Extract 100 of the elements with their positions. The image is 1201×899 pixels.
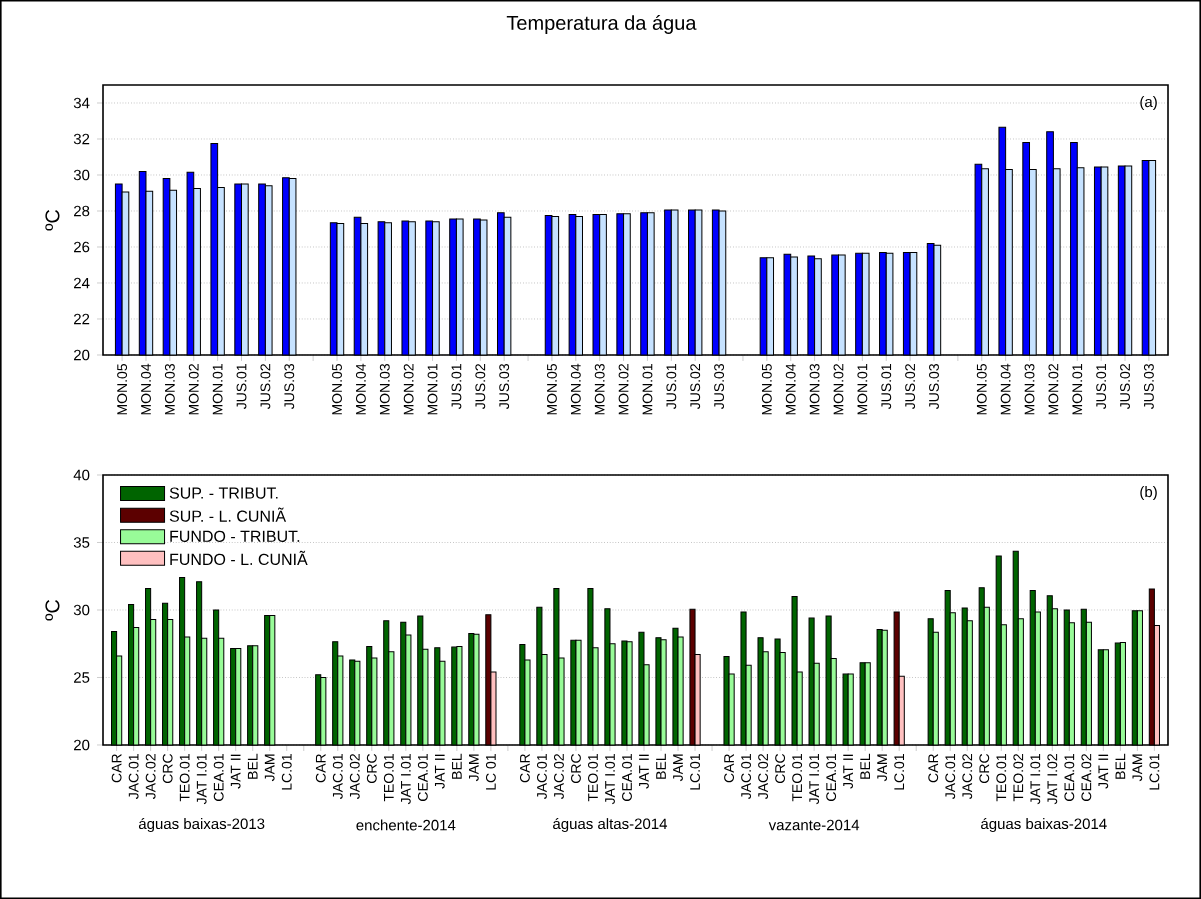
x-tick-label: TEO.01: [792, 754, 803, 802]
x-tick-label: JAT I.01: [605, 754, 615, 805]
x-tick-label: JAC.01: [332, 754, 343, 800]
x-tick-label: JAC.02: [349, 754, 360, 800]
x-tick-label: CEA.01: [826, 754, 837, 801]
x-tick-label: JUS.02: [475, 364, 486, 410]
text: águas baixas-2014: [981, 817, 1107, 833]
x-tick-label: CRC: [979, 753, 990, 783]
x-tick-label: JUS.02: [690, 364, 701, 410]
x-tick-label: LC.01: [690, 754, 700, 790]
x-tick-label: JAC.01: [945, 754, 956, 800]
x-tick-label: JUS.01: [1096, 364, 1107, 410]
x-tick-label: MON.05: [546, 363, 557, 415]
y-tick-label: 40: [73, 469, 90, 481]
x-tick-label: JUS.01: [666, 364, 677, 410]
x-tick-label: JAT I.02: [1047, 754, 1058, 805]
x-tick-label: MON.03: [379, 364, 390, 415]
text: águas baixas-2013: [138, 817, 265, 833]
x-tick-label: LC.01: [281, 754, 292, 790]
x-tick-label: JAT I.01: [809, 754, 820, 805]
x-tick-label: JAM: [469, 754, 479, 782]
legend-label: SUP. - L. CUNIÃ: [169, 507, 287, 522]
y-tick-label: 30: [73, 169, 90, 181]
x-tick-label: TEO.01: [179, 754, 190, 802]
x-tick-label: CEA.01: [622, 754, 632, 801]
x-tick-label: MON.02: [403, 364, 414, 415]
x-tick-label: JAT II: [1098, 754, 1109, 789]
x-tick-label: MON.04: [355, 363, 366, 415]
x-tick-label: MON.02: [1048, 364, 1059, 415]
x-tick-label: MON.05: [332, 363, 342, 415]
x-tick-label: MON.01: [642, 364, 653, 415]
legend-label: FUNDO - TRIBUT.: [170, 530, 300, 542]
annotation: (a): [1140, 96, 1157, 111]
x-tick-label: CRC: [162, 753, 173, 783]
x-tick-label: JAT II: [230, 754, 241, 789]
x-tick-label: MON.01: [212, 364, 223, 415]
x-tick-label: JAC.01: [536, 754, 547, 800]
x-tick-label: MON.05: [976, 363, 987, 415]
x-tick-label: JAC.02: [145, 754, 156, 800]
x-tick-label: CRC: [571, 753, 581, 783]
x-tick-label: JAT I.01: [1030, 754, 1041, 805]
x-tick-label: MON.02: [188, 364, 199, 415]
x-tick-label: CAR: [928, 754, 939, 783]
x-tick-label: JAT II: [639, 754, 649, 789]
text: águas altas-2014: [553, 817, 668, 833]
y-tick-label: 20: [74, 739, 90, 751]
x-tick-label: MON.04: [785, 363, 796, 415]
x-tick-label: JAT I.01: [196, 754, 207, 805]
x-tick-label: JAM: [264, 754, 275, 782]
text: vazante-2014: [768, 819, 860, 831]
x-tick-label: MON.05: [761, 363, 772, 415]
x-tick-label: JAT II: [434, 754, 445, 789]
x-tick-label: JAC.01: [741, 754, 752, 800]
y-tick-label: 24: [74, 277, 90, 289]
x-tick-label: JAT II: [843, 754, 854, 789]
x-tick-label: MON.05: [117, 363, 128, 415]
x-tick-label: JUS.03: [929, 364, 939, 410]
x-tick-label: JUS.02: [905, 364, 916, 410]
x-tick-label: JAC.01: [128, 754, 139, 800]
chart-title: Temperatura da água: [506, 15, 697, 34]
x-tick-label: MON.03: [809, 364, 820, 415]
x-tick-label: CRC: [775, 753, 786, 783]
y-tick-label: 25: [74, 672, 90, 683]
y-tick-label: 28: [74, 205, 90, 217]
x-tick-label: JUS.03: [714, 364, 725, 410]
y-tick-label: 22: [74, 313, 90, 325]
x-tick-label: JUS.01: [236, 364, 247, 410]
y-tick-label: 32: [73, 133, 90, 145]
x-tick-label: JUS.03: [1143, 364, 1154, 410]
x-tick-label: JAT I.01: [400, 754, 411, 805]
x-tick-label: BEL: [247, 753, 258, 779]
x-tick-label: JAC.02: [554, 754, 564, 800]
x-tick-label: TEO.02: [1013, 754, 1024, 802]
y-axis-title: ºC: [45, 209, 60, 231]
x-tick-label: MON.02: [618, 364, 629, 415]
x-tick-label: JUS.03: [284, 364, 295, 410]
x-tick-label: TEO.01: [588, 754, 598, 802]
x-tick-label: CAR: [724, 754, 735, 783]
x-tick-label: TEO.01: [996, 754, 1007, 802]
legend-label: FUNDO - L. CUNIÃ: [170, 550, 308, 566]
x-tick-label: JAM: [1132, 754, 1143, 782]
x-tick-label: MON.03: [164, 364, 175, 415]
x-tick-label: JUS.02: [260, 364, 271, 410]
annotation: (b): [1140, 486, 1157, 501]
x-tick-label: CRC: [366, 753, 377, 783]
legend-label: SUP. - TRIBUT.: [169, 487, 278, 499]
text: enchente-2014: [356, 819, 456, 831]
y-axis-title: ºC: [45, 599, 60, 621]
x-tick-label: MON.03: [1024, 364, 1035, 415]
x-tick-label: CAR: [519, 754, 530, 783]
x-tick-label: JUS.01: [881, 364, 892, 410]
x-tick-label: MON.01: [1072, 364, 1083, 415]
x-tick-label: JAM: [673, 754, 683, 782]
x-tick-label: JAC.02: [758, 754, 769, 800]
x-tick-label: JUS.03: [499, 364, 510, 410]
x-tick-label: MON.01: [427, 364, 438, 415]
x-tick-label: MON.01: [857, 364, 868, 415]
x-tick-label: MON.04: [1000, 363, 1011, 415]
x-tick-label: JAC.02: [962, 754, 973, 800]
x-tick-label: MON.03: [594, 364, 605, 415]
